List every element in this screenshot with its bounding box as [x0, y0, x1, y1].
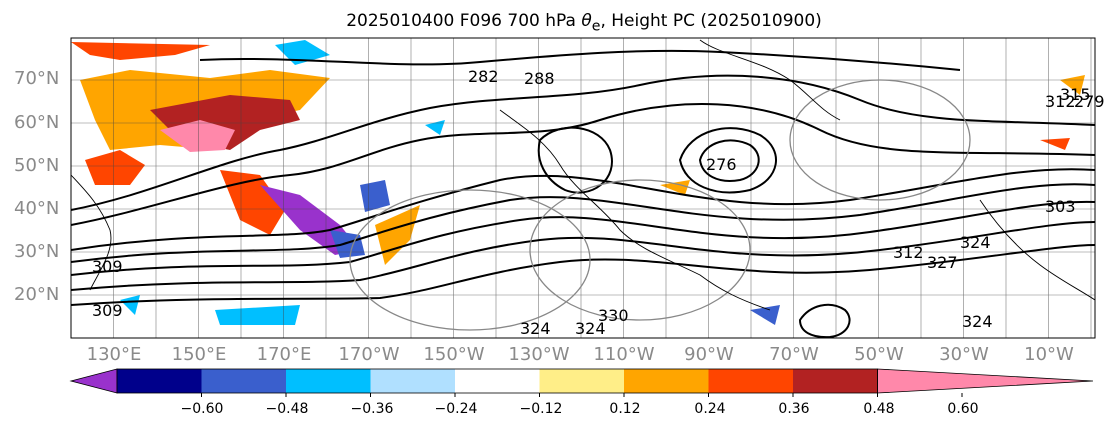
colorbar-box — [286, 369, 371, 393]
contour-label: 279 — [1074, 92, 1105, 111]
lon-label: 110°W — [593, 344, 655, 365]
colorbar-extend-high — [877, 368, 1094, 394]
colorbar-tick-label: −0.12 — [519, 401, 563, 417]
colorbar-tick-label: 0.24 — [694, 401, 726, 417]
grey-contours — [349, 79, 971, 331]
colorbar-box — [201, 369, 286, 393]
lon-label: 170°W — [338, 344, 400, 365]
contour-label: 309 — [92, 257, 123, 276]
lon-label: 150°E — [171, 344, 227, 365]
lon-label: 90°W — [684, 344, 734, 365]
colorbar-tick-label: −0.60 — [180, 401, 224, 417]
lat-label: 40°N — [14, 198, 60, 219]
contour-label: 312 — [893, 243, 924, 262]
lon-label: 70°W — [769, 344, 819, 365]
colorbar-frame — [116, 368, 878, 394]
colorbar-box — [370, 369, 455, 393]
plot-title: 2025010400 F096 700 hPa θe, Height PC (2… — [346, 11, 822, 35]
lat-label: 70°N — [14, 68, 60, 89]
contour-label: 276 — [706, 155, 737, 174]
lon-label: 10°W — [1024, 344, 1074, 365]
lat-lon-grid — [71, 38, 1095, 338]
colorbar-box — [793, 369, 878, 393]
colorbar-tick-label: −0.36 — [350, 401, 394, 417]
colorbar-box — [624, 369, 709, 393]
contour-label: 324 — [962, 312, 993, 331]
contour-label: 324 — [960, 233, 991, 252]
colorbar-tick-label: 0.48 — [863, 401, 895, 417]
colorbar-box — [539, 369, 624, 393]
colorbar-boxes — [69, 368, 1094, 397]
contour-label: 312 — [1045, 92, 1076, 111]
lat-label: 50°N — [14, 155, 60, 176]
contour-label: 282 — [468, 67, 499, 86]
colorbar-tick-label: 0.36 — [778, 401, 810, 417]
map-frame — [70, 37, 1096, 339]
colorbar-tick-label: −0.24 — [434, 401, 478, 417]
lon-label: 170°E — [256, 344, 312, 365]
contour-label: 315 — [1060, 85, 1091, 104]
contour-label: 324 — [575, 319, 606, 338]
coastlines — [71, 39, 1095, 311]
theta-e-shading — [71, 40, 1085, 325]
colorbar-extend-low — [69, 368, 118, 394]
lon-label: 150°W — [423, 344, 485, 365]
contour-label: 327 — [927, 253, 958, 272]
lon-label: 50°W — [854, 344, 904, 365]
lat-label: 60°N — [14, 112, 60, 133]
lat-label: 30°N — [14, 241, 60, 262]
contour-label: 324 — [520, 319, 551, 338]
contour-label: 288 — [524, 69, 555, 88]
colorbar-box — [455, 369, 540, 393]
contour-label: 330 — [598, 306, 629, 325]
colorbar-tick-label: −0.48 — [265, 401, 309, 417]
colorbar-tick-label: 0.60 — [947, 401, 979, 417]
lon-label: 130°W — [508, 344, 570, 365]
contour-label: 303 — [1045, 197, 1076, 216]
lon-label: 30°W — [939, 344, 989, 365]
colorbar-box — [708, 369, 793, 393]
colorbar-box — [117, 369, 202, 393]
colorbar-tick-label: 0.12 — [609, 401, 641, 417]
lat-label: 20°N — [14, 284, 60, 305]
lon-label: 130°E — [86, 344, 142, 365]
contour-label: 309 — [92, 301, 123, 320]
